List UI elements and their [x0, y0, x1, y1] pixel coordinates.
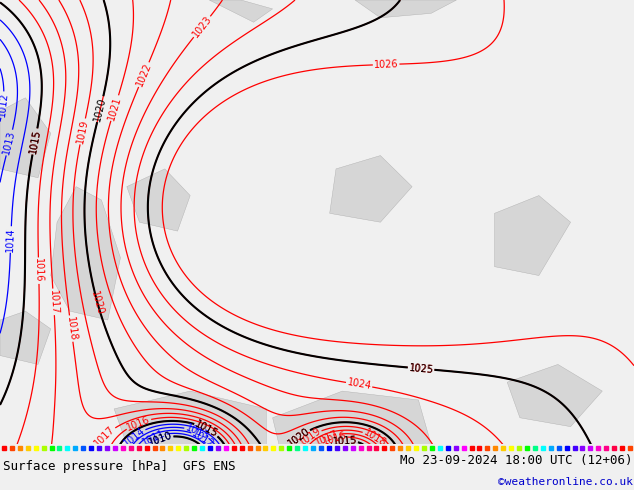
Polygon shape [507, 365, 602, 427]
Text: 1020: 1020 [286, 426, 311, 448]
Polygon shape [0, 311, 51, 365]
Text: 1017: 1017 [48, 289, 60, 315]
Polygon shape [495, 196, 571, 275]
Text: 1019: 1019 [75, 119, 90, 145]
Text: 1010: 1010 [147, 430, 174, 448]
Text: Surface pressure [hPa]  GFS ENS: Surface pressure [hPa] GFS ENS [3, 460, 236, 473]
Text: Mo 23-09-2024 18:00 UTC (12+06): Mo 23-09-2024 18:00 UTC (12+06) [400, 454, 633, 467]
Polygon shape [330, 155, 412, 222]
Text: 1015: 1015 [28, 128, 42, 154]
Polygon shape [127, 169, 190, 231]
Text: 1012: 1012 [0, 92, 10, 118]
Polygon shape [0, 98, 51, 178]
Text: 1020: 1020 [286, 426, 311, 448]
Text: 1013: 1013 [184, 422, 210, 441]
Text: 1021: 1021 [107, 95, 123, 121]
Text: 1010: 1010 [147, 430, 174, 448]
Text: 1020: 1020 [89, 290, 106, 316]
Text: 1016: 1016 [126, 414, 152, 433]
Polygon shape [273, 391, 431, 444]
Text: 1019: 1019 [297, 426, 323, 448]
Text: 1014: 1014 [122, 425, 146, 448]
Text: 1015: 1015 [332, 435, 358, 446]
Text: 1016: 1016 [321, 430, 348, 447]
Polygon shape [355, 0, 456, 18]
Text: 1023: 1023 [190, 14, 214, 40]
Text: 1015: 1015 [193, 418, 220, 439]
Text: 1011: 1011 [141, 428, 167, 447]
Polygon shape [51, 187, 120, 320]
Text: 1022: 1022 [134, 61, 153, 88]
Text: ©weatheronline.co.uk: ©weatheronline.co.uk [498, 477, 633, 487]
Text: 1026: 1026 [373, 59, 399, 70]
Text: 1014: 1014 [5, 227, 16, 252]
Text: 1024: 1024 [346, 378, 372, 392]
Text: 1018: 1018 [361, 427, 388, 448]
Text: 1020: 1020 [93, 96, 108, 122]
Text: 1018: 1018 [65, 316, 78, 342]
Polygon shape [114, 391, 266, 444]
Text: 1012: 1012 [190, 428, 216, 449]
Text: 1025: 1025 [408, 363, 434, 375]
Text: 1015: 1015 [193, 418, 220, 439]
Polygon shape [209, 0, 273, 22]
Text: 1017: 1017 [313, 428, 340, 447]
Text: 1025: 1025 [408, 363, 434, 375]
Text: 1015: 1015 [332, 435, 358, 446]
Text: 1015: 1015 [28, 128, 42, 154]
Text: 1013: 1013 [2, 129, 17, 156]
Text: 1017: 1017 [93, 424, 117, 448]
Text: 1016: 1016 [34, 258, 44, 283]
